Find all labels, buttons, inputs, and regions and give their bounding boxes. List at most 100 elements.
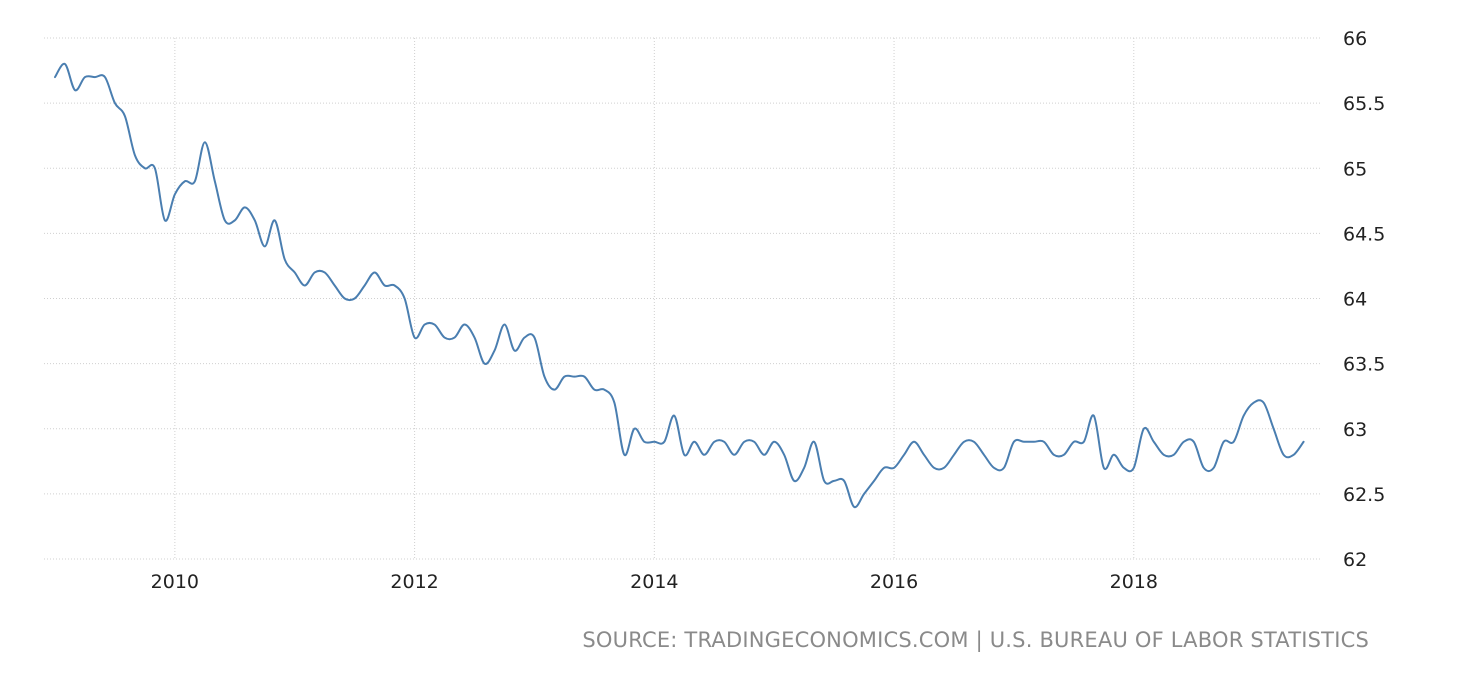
data-point — [443, 336, 445, 338]
data-point — [274, 219, 276, 221]
data-point — [803, 467, 805, 469]
data-point — [134, 154, 136, 156]
data-point — [543, 375, 545, 377]
data-point — [413, 336, 415, 338]
data-point — [1113, 454, 1115, 456]
data-point — [873, 480, 875, 482]
series-line — [54, 62, 1305, 509]
data-point — [1213, 467, 1215, 469]
data-point — [563, 375, 565, 377]
data-point — [573, 375, 575, 377]
data-point — [973, 441, 975, 443]
data-point — [1153, 441, 1155, 443]
data-point — [174, 193, 176, 195]
data-point — [204, 141, 206, 143]
data-point — [513, 349, 515, 351]
data-point — [423, 323, 425, 325]
y-tick-label: 65.5 — [1343, 93, 1385, 115]
y-tick-label: 63.5 — [1343, 354, 1385, 376]
data-point — [473, 336, 475, 338]
data-point — [1222, 441, 1224, 443]
data-point — [463, 323, 465, 325]
data-point — [403, 297, 405, 299]
data-point — [1163, 454, 1165, 456]
y-tick-label: 64 — [1343, 289, 1367, 311]
y-axis-labels: 62 62.5 63 63.5 64 64.5 65 65.5 66 — [1343, 28, 1385, 571]
data-point — [813, 441, 815, 443]
data-point — [294, 271, 296, 273]
data-point — [244, 206, 246, 208]
data-point — [373, 271, 375, 273]
data-point — [383, 284, 385, 286]
data-point — [353, 297, 355, 299]
data-point — [1232, 441, 1234, 443]
data-point — [1183, 441, 1185, 443]
data-point — [1143, 428, 1145, 430]
data-point — [1043, 441, 1045, 443]
data-point — [304, 284, 306, 286]
data-point — [224, 219, 226, 221]
data-point — [603, 388, 605, 390]
data-point — [743, 441, 745, 443]
y-tick-label: 65 — [1343, 158, 1367, 180]
x-tick-label: 2010 — [151, 571, 199, 593]
data-point — [1282, 454, 1284, 456]
data-point — [583, 375, 585, 377]
y-tick-label: 62.5 — [1343, 484, 1385, 506]
data-point — [893, 467, 895, 469]
data-point — [773, 441, 775, 443]
data-point — [923, 454, 925, 456]
data-point — [713, 441, 715, 443]
data-point — [653, 441, 655, 443]
data-point — [1103, 467, 1105, 469]
data-point — [953, 454, 955, 456]
data-point — [1073, 441, 1075, 443]
data-point — [483, 362, 485, 364]
data-point — [703, 454, 705, 456]
series-layer — [54, 62, 1305, 509]
data-point — [164, 219, 166, 221]
x-axis-labels: 2010 2012 2014 2016 2018 — [151, 571, 1158, 593]
data-point — [503, 323, 505, 325]
x-tick-label: 2014 — [630, 571, 678, 593]
data-point — [933, 467, 935, 469]
data-point — [1133, 467, 1135, 469]
data-point — [114, 102, 116, 104]
data-point — [433, 323, 435, 325]
data-point — [363, 284, 365, 286]
data-point — [1063, 454, 1065, 456]
data-point — [913, 441, 915, 443]
x-tick-label: 2016 — [870, 571, 918, 593]
horizontal-gridlines — [44, 37, 1320, 560]
data-point — [523, 336, 525, 338]
data-point — [983, 454, 985, 456]
data-point — [264, 245, 266, 247]
data-point — [104, 76, 106, 78]
data-point — [1083, 441, 1085, 443]
data-point — [663, 441, 665, 443]
data-point — [833, 480, 835, 482]
data-point — [1003, 467, 1005, 469]
data-point — [723, 441, 725, 443]
data-point — [623, 454, 625, 456]
data-point — [184, 180, 186, 182]
data-point — [1252, 402, 1254, 404]
data-point — [124, 115, 126, 117]
data-point — [553, 388, 555, 390]
data-point — [54, 76, 56, 78]
y-tick-label: 66 — [1343, 28, 1367, 50]
data-point — [763, 454, 765, 456]
data-point — [154, 167, 156, 169]
data-point — [94, 76, 96, 78]
y-tick-label: 63 — [1343, 419, 1367, 441]
data-point — [853, 506, 855, 508]
data-point — [343, 297, 345, 299]
data-point — [643, 441, 645, 443]
data-point — [1203, 467, 1205, 469]
data-point — [1272, 428, 1274, 430]
data-point — [793, 480, 795, 482]
data-point — [453, 336, 455, 338]
data-point — [533, 336, 535, 338]
source-caption: SOURCE: TRADINGECONOMICS.COM | U.S. BURE… — [582, 628, 1369, 652]
